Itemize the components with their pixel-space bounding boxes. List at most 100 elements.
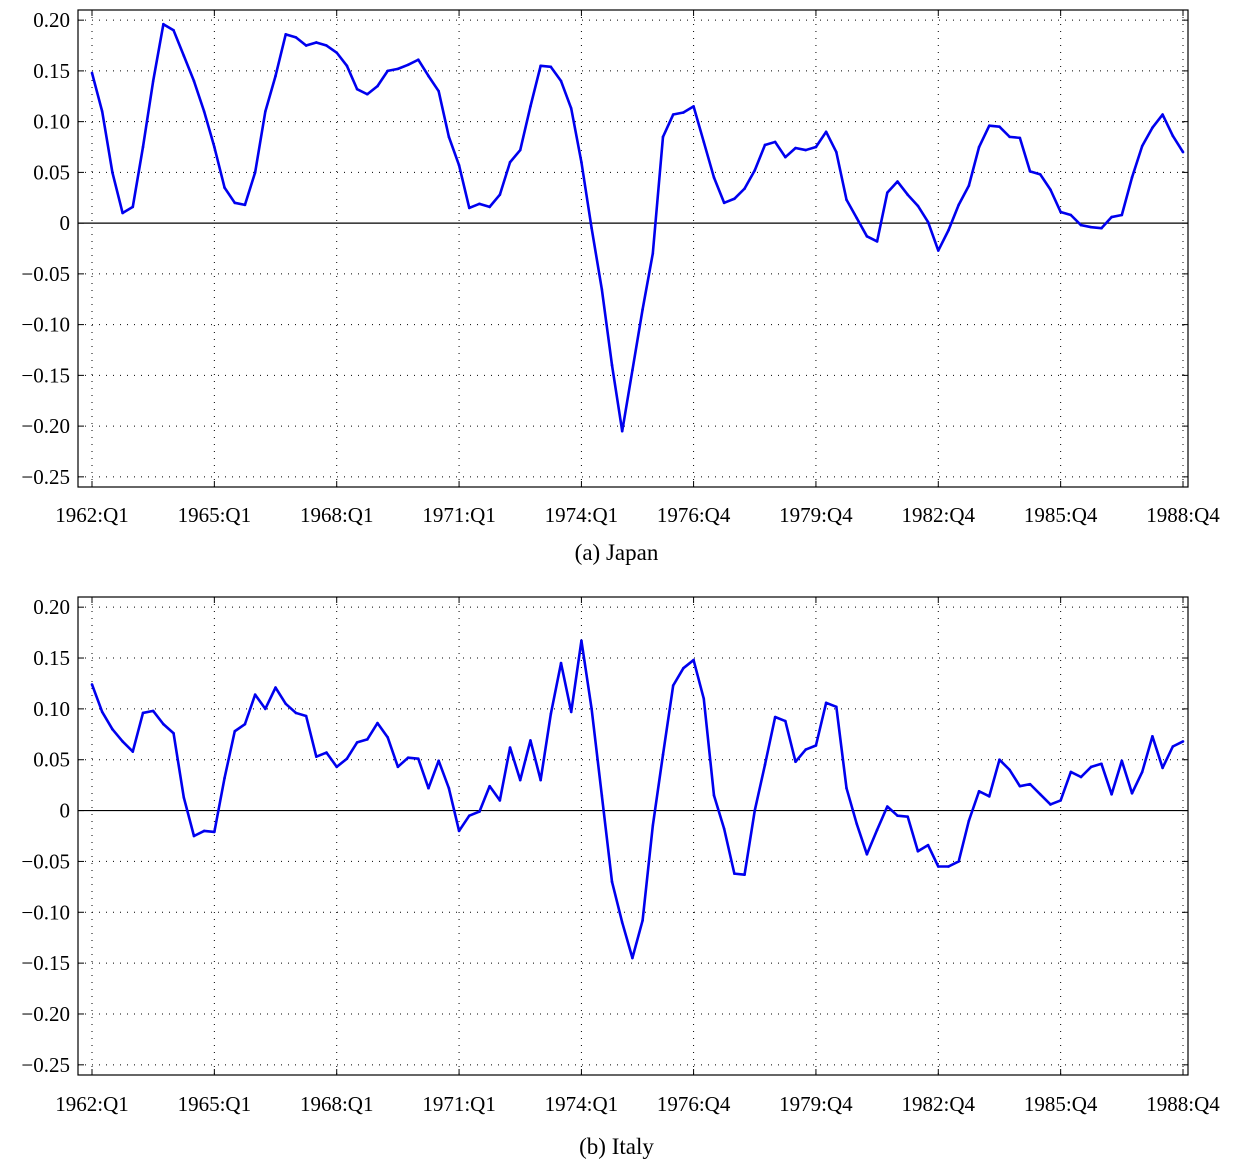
data-point <box>835 150 838 154</box>
x-tick-label: 1979:Q4 <box>779 503 853 527</box>
data-point <box>90 71 94 75</box>
data-point <box>518 778 522 782</box>
data-point <box>702 697 706 701</box>
data-point <box>457 163 461 167</box>
data-point <box>906 193 910 197</box>
data-point <box>682 111 685 114</box>
data-point <box>213 145 216 149</box>
data-point <box>1049 188 1052 191</box>
y-tick-label: 0.10 <box>33 110 70 134</box>
data-point <box>141 145 145 149</box>
y-tick-label: −0.25 <box>21 465 70 489</box>
data-point <box>549 65 553 69</box>
data-point <box>1089 225 1093 229</box>
data-point <box>743 873 746 876</box>
data-point <box>427 74 430 78</box>
data-point <box>865 853 869 856</box>
data-point <box>182 796 186 799</box>
y-tick-label: −0.20 <box>21 1002 70 1026</box>
data-point <box>610 363 614 367</box>
data-point <box>977 145 981 149</box>
data-point <box>569 710 573 714</box>
data-point <box>365 92 369 96</box>
data-point <box>998 125 1001 129</box>
data-point <box>396 765 400 769</box>
data-point <box>1059 799 1062 802</box>
data-point <box>121 740 124 743</box>
data-point <box>814 744 818 747</box>
data-point <box>977 789 981 793</box>
data-point <box>987 795 991 798</box>
data-point <box>416 757 420 761</box>
data-point <box>661 135 665 139</box>
data-point <box>294 36 298 39</box>
data-point <box>406 63 410 67</box>
data-point <box>957 203 960 207</box>
data-point <box>121 211 124 215</box>
data-point <box>355 741 359 744</box>
data-point <box>1161 113 1164 116</box>
data-point <box>702 140 706 144</box>
data-point <box>1079 223 1083 227</box>
data-point <box>875 828 879 832</box>
data-point <box>641 919 644 922</box>
data-point <box>733 197 736 201</box>
data-point <box>947 228 950 232</box>
data-point <box>172 28 175 32</box>
data-point <box>753 809 757 812</box>
data-point <box>845 198 848 202</box>
data-point <box>671 684 675 687</box>
plot-frame <box>77 596 1189 1076</box>
data-point <box>722 827 726 831</box>
data-point <box>875 240 879 243</box>
data-point <box>763 143 767 147</box>
y-tick-label: 0.10 <box>33 697 70 721</box>
data-point <box>111 727 114 731</box>
data-point <box>712 176 716 179</box>
data-point <box>1069 770 1073 774</box>
data-point <box>773 140 777 144</box>
x-tick-label: 1974:Q1 <box>545 503 619 527</box>
data-point <box>274 686 277 689</box>
data-point <box>1161 766 1164 770</box>
chart-panel-japan: 0.20 0.15 0.10 0.05 0 −0.05 −0.10 −0.15 −0.20 −0.… <box>0 0 1233 585</box>
chart-caption-japan: (a) Japan <box>574 540 659 565</box>
data-point <box>478 810 481 813</box>
data-point <box>529 739 532 742</box>
data-point <box>1181 150 1185 154</box>
data-point <box>916 204 920 208</box>
x-tick-label: 1988:Q4 <box>1146 1092 1220 1116</box>
data-point <box>559 661 563 665</box>
x-tick-label: 1962:Q1 <box>55 1092 129 1116</box>
data-point <box>569 107 573 110</box>
data-point <box>304 714 308 718</box>
data-point <box>1140 144 1144 148</box>
x-tick-label: 1971:Q1 <box>422 503 496 527</box>
data-point <box>855 822 859 826</box>
data-point <box>315 755 318 758</box>
data-point <box>243 722 247 726</box>
data-point <box>518 148 522 152</box>
data-point <box>243 203 247 207</box>
data-point <box>559 79 563 83</box>
y-tick-label: −0.25 <box>21 1053 70 1077</box>
data-point <box>641 308 644 311</box>
data-point <box>396 67 400 71</box>
y-tick-label: 0.05 <box>33 748 70 772</box>
data-point <box>1079 775 1083 779</box>
data-point <box>416 58 420 62</box>
data-point <box>967 184 971 187</box>
data-point <box>916 849 920 853</box>
data-point <box>1181 740 1185 743</box>
data-point <box>202 829 206 833</box>
data-point <box>886 805 889 808</box>
data-point <box>335 51 339 54</box>
data-point <box>192 834 196 838</box>
data-point <box>763 763 767 767</box>
data-point <box>590 226 593 230</box>
data-point <box>386 69 389 73</box>
data-point <box>141 711 145 715</box>
data-point <box>733 872 736 875</box>
y-tick-label: −0.10 <box>21 313 70 337</box>
data-point <box>600 287 604 291</box>
